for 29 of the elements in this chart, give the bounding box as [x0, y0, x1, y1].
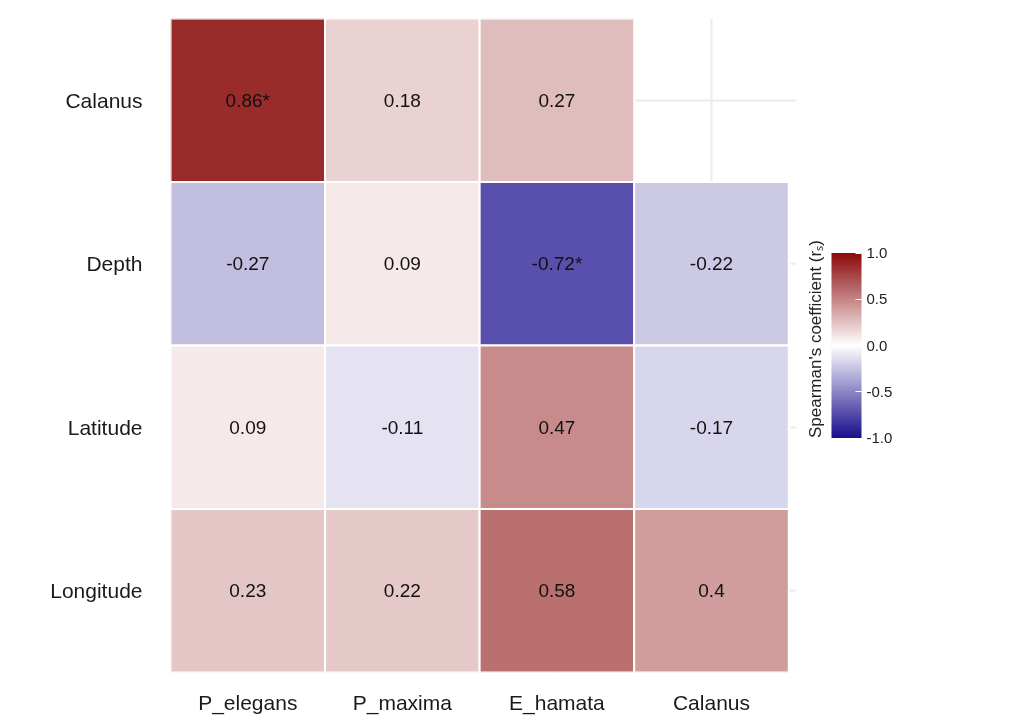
- data-label: 0.23: [229, 580, 267, 602]
- color-bar-label: -1.0: [866, 429, 893, 446]
- data-label: -0.27: [226, 253, 270, 275]
- x-tick-label: Calanus: [672, 690, 751, 714]
- color-bar-label: 0.5: [866, 290, 888, 308]
- y-tick-label: Calanus: [65, 88, 143, 112]
- y-tick-label: Latitude: [67, 415, 143, 439]
- color-bar-label: 0.0: [866, 336, 888, 354]
- color-bar-label: 1.0: [866, 244, 888, 261]
- data-label: 0.09: [383, 253, 421, 275]
- data-label: 0.18: [383, 89, 421, 111]
- x-tick-label: P_maxima: [352, 690, 453, 715]
- x-tick-label: P_elegans: [198, 690, 298, 715]
- y-tick-label: Depth: [86, 252, 143, 276]
- data-label: 0.27: [538, 89, 576, 111]
- data-label: 0.4: [698, 580, 726, 602]
- data-label: 0.47: [538, 416, 576, 438]
- data-label: -0.72*: [531, 253, 583, 275]
- data-label: 0.09: [229, 416, 267, 438]
- data-label: 0.58: [538, 580, 576, 602]
- color-bar-label: -0.5: [866, 382, 893, 400]
- data-label: -0.22: [689, 253, 734, 275]
- x-tick-label: E_hamata: [509, 690, 606, 715]
- y-tick-label: Longitude: [50, 579, 143, 603]
- color-bar-title: Spearman's coefficient (rₛ): [805, 240, 825, 438]
- data-label: 0.86*: [225, 89, 271, 111]
- data-label: 0.22: [383, 580, 421, 602]
- data-label: -0.11: [381, 416, 424, 438]
- data-label: -0.17: [689, 416, 734, 438]
